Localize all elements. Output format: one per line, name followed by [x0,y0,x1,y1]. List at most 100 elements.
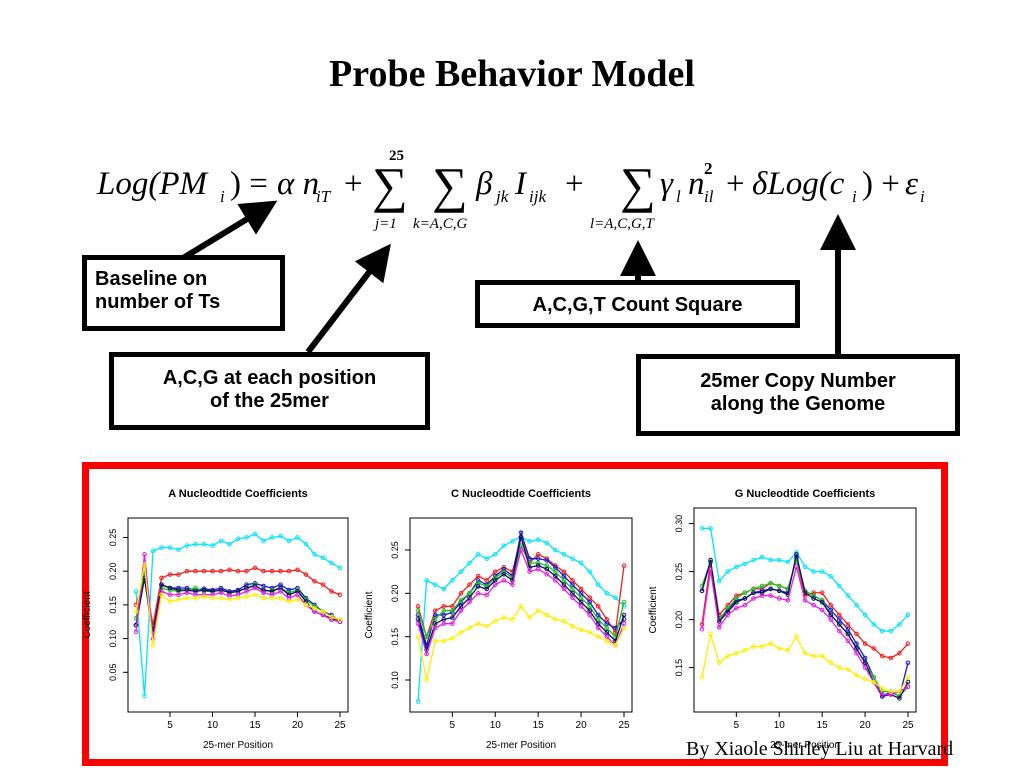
data-point [587,608,592,613]
data-point [424,677,429,683]
data-point [776,596,782,601]
data-point [837,622,842,627]
data-point [811,596,816,601]
eq-plus-1: + [344,166,363,202]
data-point [613,643,618,648]
data-point [295,535,300,540]
data-point [286,587,292,593]
data-point [905,641,911,646]
data-point [837,628,842,634]
data-point [871,622,876,627]
data-point [768,557,773,563]
data-point [492,575,498,581]
series-line-yellow [417,605,625,681]
data-point [535,556,541,561]
data-point [561,573,567,579]
y-tick-label: 0.05 [108,664,118,682]
data-point [415,604,421,609]
data-point [501,615,507,620]
data-point [802,650,808,656]
data-point [252,592,258,598]
data-point [510,539,515,544]
series-line-yellow [701,633,909,693]
x-axis-label: 25-mer Position [770,740,840,751]
data-point [725,569,731,574]
data-point [441,612,447,618]
data-point [329,617,334,623]
data-point [278,595,283,601]
data-point [501,578,507,583]
eq-delta-term: δLog(c [752,166,845,202]
data-point [828,607,834,613]
series-line-cyan [135,533,341,696]
data-point [415,634,421,639]
data-point [587,630,592,635]
data-point [475,621,481,626]
data-point [329,560,334,566]
data-point [553,565,558,570]
data-point [811,602,816,608]
data-point [905,660,911,666]
y-tick-label: 0.20 [108,562,118,580]
data-point [897,689,902,694]
x-axis-label: 25-mer Position [203,740,273,751]
data-point [133,589,139,594]
data-point [159,592,164,598]
data-point [871,679,876,685]
data-point [708,557,713,563]
data-point [570,623,575,629]
eq-plus-3: + [726,166,745,202]
data-point [578,595,584,600]
data-point [261,568,266,574]
data-point [424,634,429,639]
data-point [621,599,627,605]
data-point [819,653,825,659]
data-point [570,595,575,600]
data-point [535,566,541,572]
data-point [879,692,885,697]
data-point [578,591,584,596]
data-point [785,598,791,603]
data-point [467,599,472,605]
data-point [458,569,464,574]
data-point [561,586,567,592]
series-line-yellow [135,564,341,646]
data-point [167,599,173,604]
count-square-label: A,C,G,T Count Square [532,294,743,316]
charts-frame [82,462,948,766]
data-point [587,604,592,609]
y-tick-label: 0.20 [390,585,400,603]
data-point [888,692,894,697]
data-point [854,672,859,678]
data-point [184,568,190,574]
baseline-box: Baseline on number of Ts [82,255,285,331]
data-point [133,629,139,635]
data-point [595,621,601,626]
data-point [467,591,472,596]
data-point [604,634,610,639]
data-point [337,619,343,625]
data-point [570,582,575,587]
data-point [176,592,181,598]
data-point [159,545,164,550]
x-tick-label: 20 [292,720,304,731]
data-point [295,597,300,602]
data-point [492,552,498,557]
x-tick-label: 20 [860,720,872,731]
data-point [725,612,731,618]
data-point [510,617,515,622]
data-point [312,605,317,611]
data-point [828,617,834,622]
eq-alpha-term: α n [277,166,319,202]
data-point [794,634,799,640]
data-point [415,617,421,622]
data-point [535,560,541,566]
eq-i-term: I [514,166,528,202]
copy-line2: along the Genome [710,393,886,415]
data-point [329,589,334,594]
data-point [768,593,773,598]
data-point [484,578,489,583]
data-point [888,655,894,661]
data-point [184,543,190,548]
data-point [286,568,292,574]
